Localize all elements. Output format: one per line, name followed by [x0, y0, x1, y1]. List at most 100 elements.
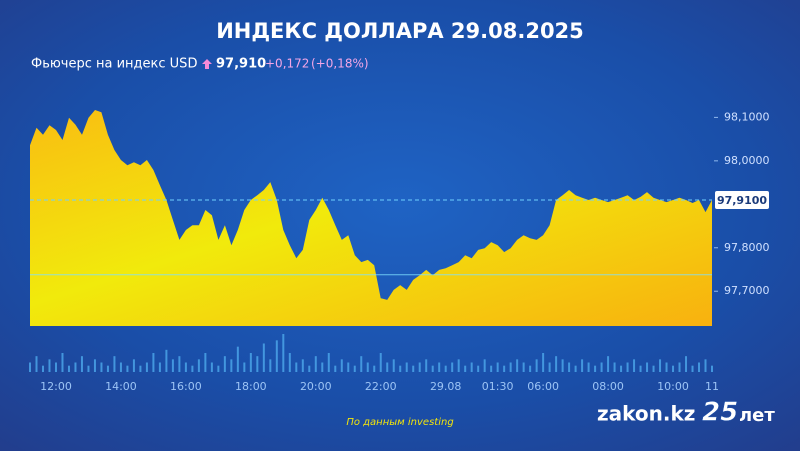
- volume-bar: [386, 362, 389, 372]
- volume-bar: [698, 362, 701, 372]
- volume-bar: [295, 362, 298, 372]
- volume-bar: [522, 362, 525, 372]
- volume-bar: [29, 362, 31, 372]
- volume-bar: [646, 362, 649, 372]
- volume-bar: [275, 340, 278, 372]
- subtitle: Фьючерс на индекс USD: [31, 57, 197, 72]
- volume-bar: [496, 362, 499, 372]
- volume-bar: [327, 353, 330, 372]
- volume-bar: [639, 365, 642, 372]
- volume-bar: [620, 365, 623, 372]
- volume-bar: [210, 362, 213, 372]
- volume-bar: [288, 353, 291, 372]
- volume-bar: [204, 353, 207, 372]
- volume-bar: [35, 356, 38, 372]
- volume-bar: [503, 365, 506, 372]
- volume-bar: [477, 365, 480, 372]
- volume-bar: [399, 365, 402, 372]
- area: [30, 110, 712, 326]
- volume-bar: [431, 365, 434, 372]
- volume-bar: [691, 365, 694, 372]
- plot: 97,9100 97,7000 97,8000 98,0000 98,1000 12:00…: [29, 110, 770, 393]
- volume-bar: [48, 359, 51, 372]
- volume-bar: [334, 365, 337, 372]
- volume-bar: [672, 365, 675, 372]
- change-percent: (+0,18%): [311, 57, 369, 71]
- volume-bar: [366, 362, 369, 372]
- volume-bar: [100, 362, 103, 372]
- x-tick-label: 10:00: [657, 380, 689, 393]
- volume-bar: [470, 362, 473, 372]
- volume-bar: [269, 359, 272, 372]
- volume-bar: [223, 356, 226, 372]
- volume-bar: [678, 362, 681, 372]
- volume-bar: [314, 356, 317, 372]
- volume-bar: [139, 365, 142, 372]
- brand: zakon.kz: [597, 402, 695, 426]
- volume-bar: [379, 353, 382, 372]
- volume-bar: [67, 365, 70, 372]
- y-tick-label: 98,1000: [724, 110, 770, 123]
- x-tick-label: 29.08: [430, 380, 462, 393]
- x-tick-label: 01:30: [482, 380, 514, 393]
- x-tick-label: 20:00: [300, 380, 332, 393]
- brand-badge: 25: [702, 398, 738, 428]
- volume-bar: [548, 362, 551, 372]
- volume-bar: [652, 365, 655, 372]
- chart-title: ИНДЕКС ДОЛЛАРА 29.08.2025: [216, 19, 584, 43]
- change: +0,172: [265, 57, 309, 71]
- volume-bar: [360, 356, 363, 372]
- x-tick-label: 11: [705, 380, 719, 393]
- volume-bar: [490, 365, 493, 372]
- volume-bar: [392, 359, 395, 372]
- volume-bar: [249, 353, 252, 372]
- volume-bar: [516, 359, 519, 372]
- volume-bar: [509, 362, 512, 372]
- volume-bar: [152, 353, 155, 372]
- volume-bar: [457, 359, 460, 372]
- volume-bar: [158, 362, 161, 372]
- volume-bar: [106, 365, 109, 372]
- brand-suffix: лет: [739, 405, 775, 426]
- volume-bar: [444, 365, 447, 372]
- volume-bar: [529, 365, 532, 372]
- volume-bar: [438, 362, 441, 372]
- source: По данным investing: [346, 417, 453, 428]
- volume-bar: [54, 362, 57, 372]
- volume-bar: [607, 356, 610, 372]
- y-tick-label: 97,8000: [724, 241, 770, 254]
- volume-bar: [587, 362, 590, 372]
- volume-bar: [418, 362, 421, 372]
- x-tick-label: 06:00: [527, 380, 559, 393]
- volume-bar: [568, 362, 571, 372]
- volume-bar: [236, 346, 239, 372]
- volume-bar: [347, 362, 350, 372]
- volume-bar: [464, 365, 467, 372]
- x-tick-label: 22:00: [365, 380, 397, 393]
- volume-bar: [704, 359, 707, 372]
- volume-bar: [282, 334, 285, 372]
- volume-bar: [41, 365, 44, 372]
- volume-bar: [412, 365, 415, 372]
- x-tick-label: 12:00: [40, 380, 72, 393]
- volume-bar: [191, 365, 194, 372]
- volume-bar: [262, 343, 265, 372]
- volume-bar: [659, 359, 662, 372]
- volume-bar: [542, 353, 545, 372]
- volume-bar: [308, 365, 311, 372]
- x-tick-label: 14:00: [105, 380, 137, 393]
- volume-bar: [74, 362, 77, 372]
- volume-bar: [301, 359, 304, 372]
- volume-bar: [93, 359, 96, 372]
- volume-bar: [711, 365, 713, 372]
- volume-bar: [80, 356, 83, 372]
- volume-bar: [483, 359, 486, 372]
- volume-bar: [197, 359, 200, 372]
- volume-bar: [340, 359, 343, 372]
- volume-bar: [581, 359, 584, 372]
- up-arrow: [202, 59, 212, 69]
- volume-bar: [171, 359, 174, 372]
- volume-bar: [243, 362, 246, 372]
